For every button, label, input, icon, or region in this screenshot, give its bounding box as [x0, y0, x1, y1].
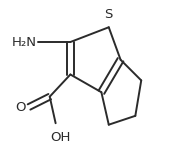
Text: H₂N: H₂N: [11, 35, 36, 49]
Text: OH: OH: [50, 131, 70, 144]
Text: S: S: [105, 8, 113, 21]
Text: O: O: [16, 101, 26, 114]
